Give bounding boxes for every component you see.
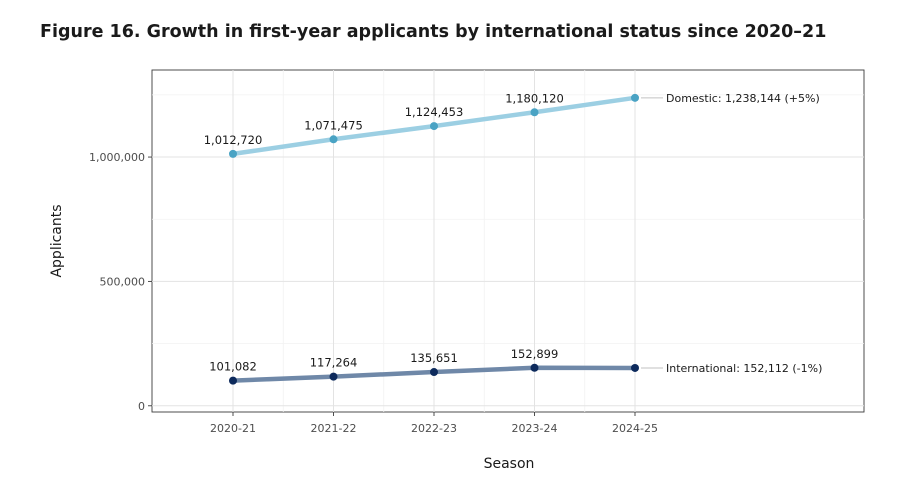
- data-label-domestic: 1,124,453: [405, 105, 464, 119]
- data-point-domestic: [229, 149, 237, 158]
- data-point-domestic: [430, 122, 438, 131]
- y-tick-label: 0: [138, 400, 145, 413]
- data-label-domestic: 1,071,475: [304, 118, 363, 132]
- data-label-international: 152,899: [511, 347, 559, 361]
- data-label-domestic: 1,180,120: [505, 91, 564, 105]
- data-point-international: [631, 363, 639, 372]
- data-point-domestic: [530, 108, 539, 117]
- data-point-international: [229, 376, 237, 385]
- x-tick-label: 2022-23: [411, 422, 457, 435]
- end-label-international: International: 152,112 (-1%): [666, 362, 822, 375]
- series-layer: [229, 93, 639, 385]
- plot-area: [151, 69, 865, 413]
- axes: 0 500,000 1,000,000 2020-21 2021-22 2022-23 20…: [89, 151, 658, 435]
- data-label-domestic: 1,012,720: [204, 133, 263, 147]
- y-tick-label: 500,000: [100, 275, 146, 288]
- data-point-domestic: [631, 93, 639, 102]
- x-tick-label: 2021-22: [311, 422, 357, 435]
- x-tick-label: 2024-25: [612, 422, 658, 435]
- data-label-international: 101,082: [209, 360, 257, 374]
- end-label-domestic: Domestic: 1,238,144 (+5%): [666, 92, 820, 105]
- y-axis-title: Applicants: [49, 204, 65, 277]
- data-point-domestic: [329, 135, 338, 144]
- figure-title: Figure 16. Growth in first-year applican…: [40, 22, 827, 42]
- data-labels: 1,012,720 1,071,475 1,124,453 1,180,120 Dome…: [204, 91, 823, 375]
- data-label-international: 135,651: [410, 351, 458, 365]
- data-point-international: [430, 368, 438, 377]
- data-label-international: 117,264: [310, 356, 358, 370]
- x-tick-label: 2023-24: [512, 422, 558, 435]
- x-tick-label: 2020-21: [210, 422, 256, 435]
- x-axis-title: Season: [484, 456, 535, 472]
- data-point-international: [530, 363, 539, 372]
- data-point-international: [329, 372, 338, 381]
- y-tick-label: 1,000,000: [89, 151, 145, 164]
